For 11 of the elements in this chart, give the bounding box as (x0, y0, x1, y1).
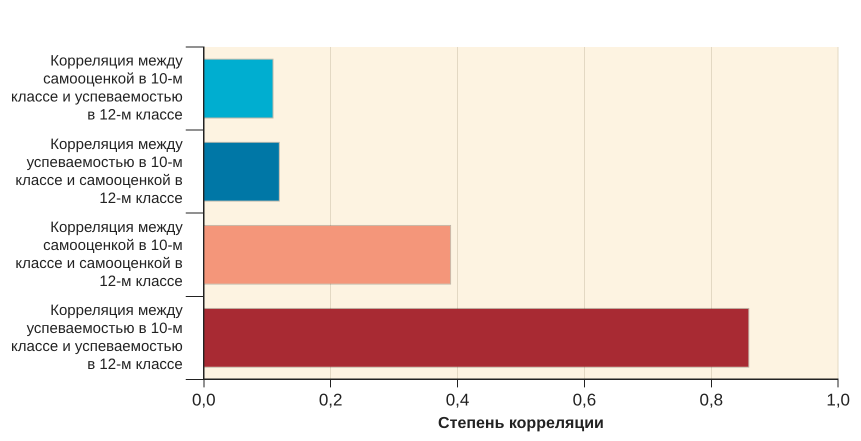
x-tick-label: 0,4 (446, 390, 470, 410)
y-tick-label: Корреляция между успеваемостью в 10-м классе и самооценкой в 12-м классе (15, 136, 184, 207)
x-axis-title: Степень корреляции (438, 414, 604, 432)
y-tick-label: Корреляция между самооценкой в 10-м классе и успеваемостью в 12-м классе (10, 52, 184, 124)
y-tick-label: Корреляция между самооценкой в 10-м классе и самооценкой в 12-м классе (15, 218, 184, 290)
x-tick-label: 0,8 (699, 390, 724, 410)
x-tick-label: 0,2 (318, 390, 342, 410)
x-tick-label: 0,6 (572, 390, 596, 410)
x-tick-label: 0,0 (192, 390, 216, 410)
y-tick-label: Корреляция между успеваемостью в 10-м классе и успеваемостью в 12-м классе (10, 302, 184, 373)
x-tick-label: 1,0 (826, 390, 850, 410)
